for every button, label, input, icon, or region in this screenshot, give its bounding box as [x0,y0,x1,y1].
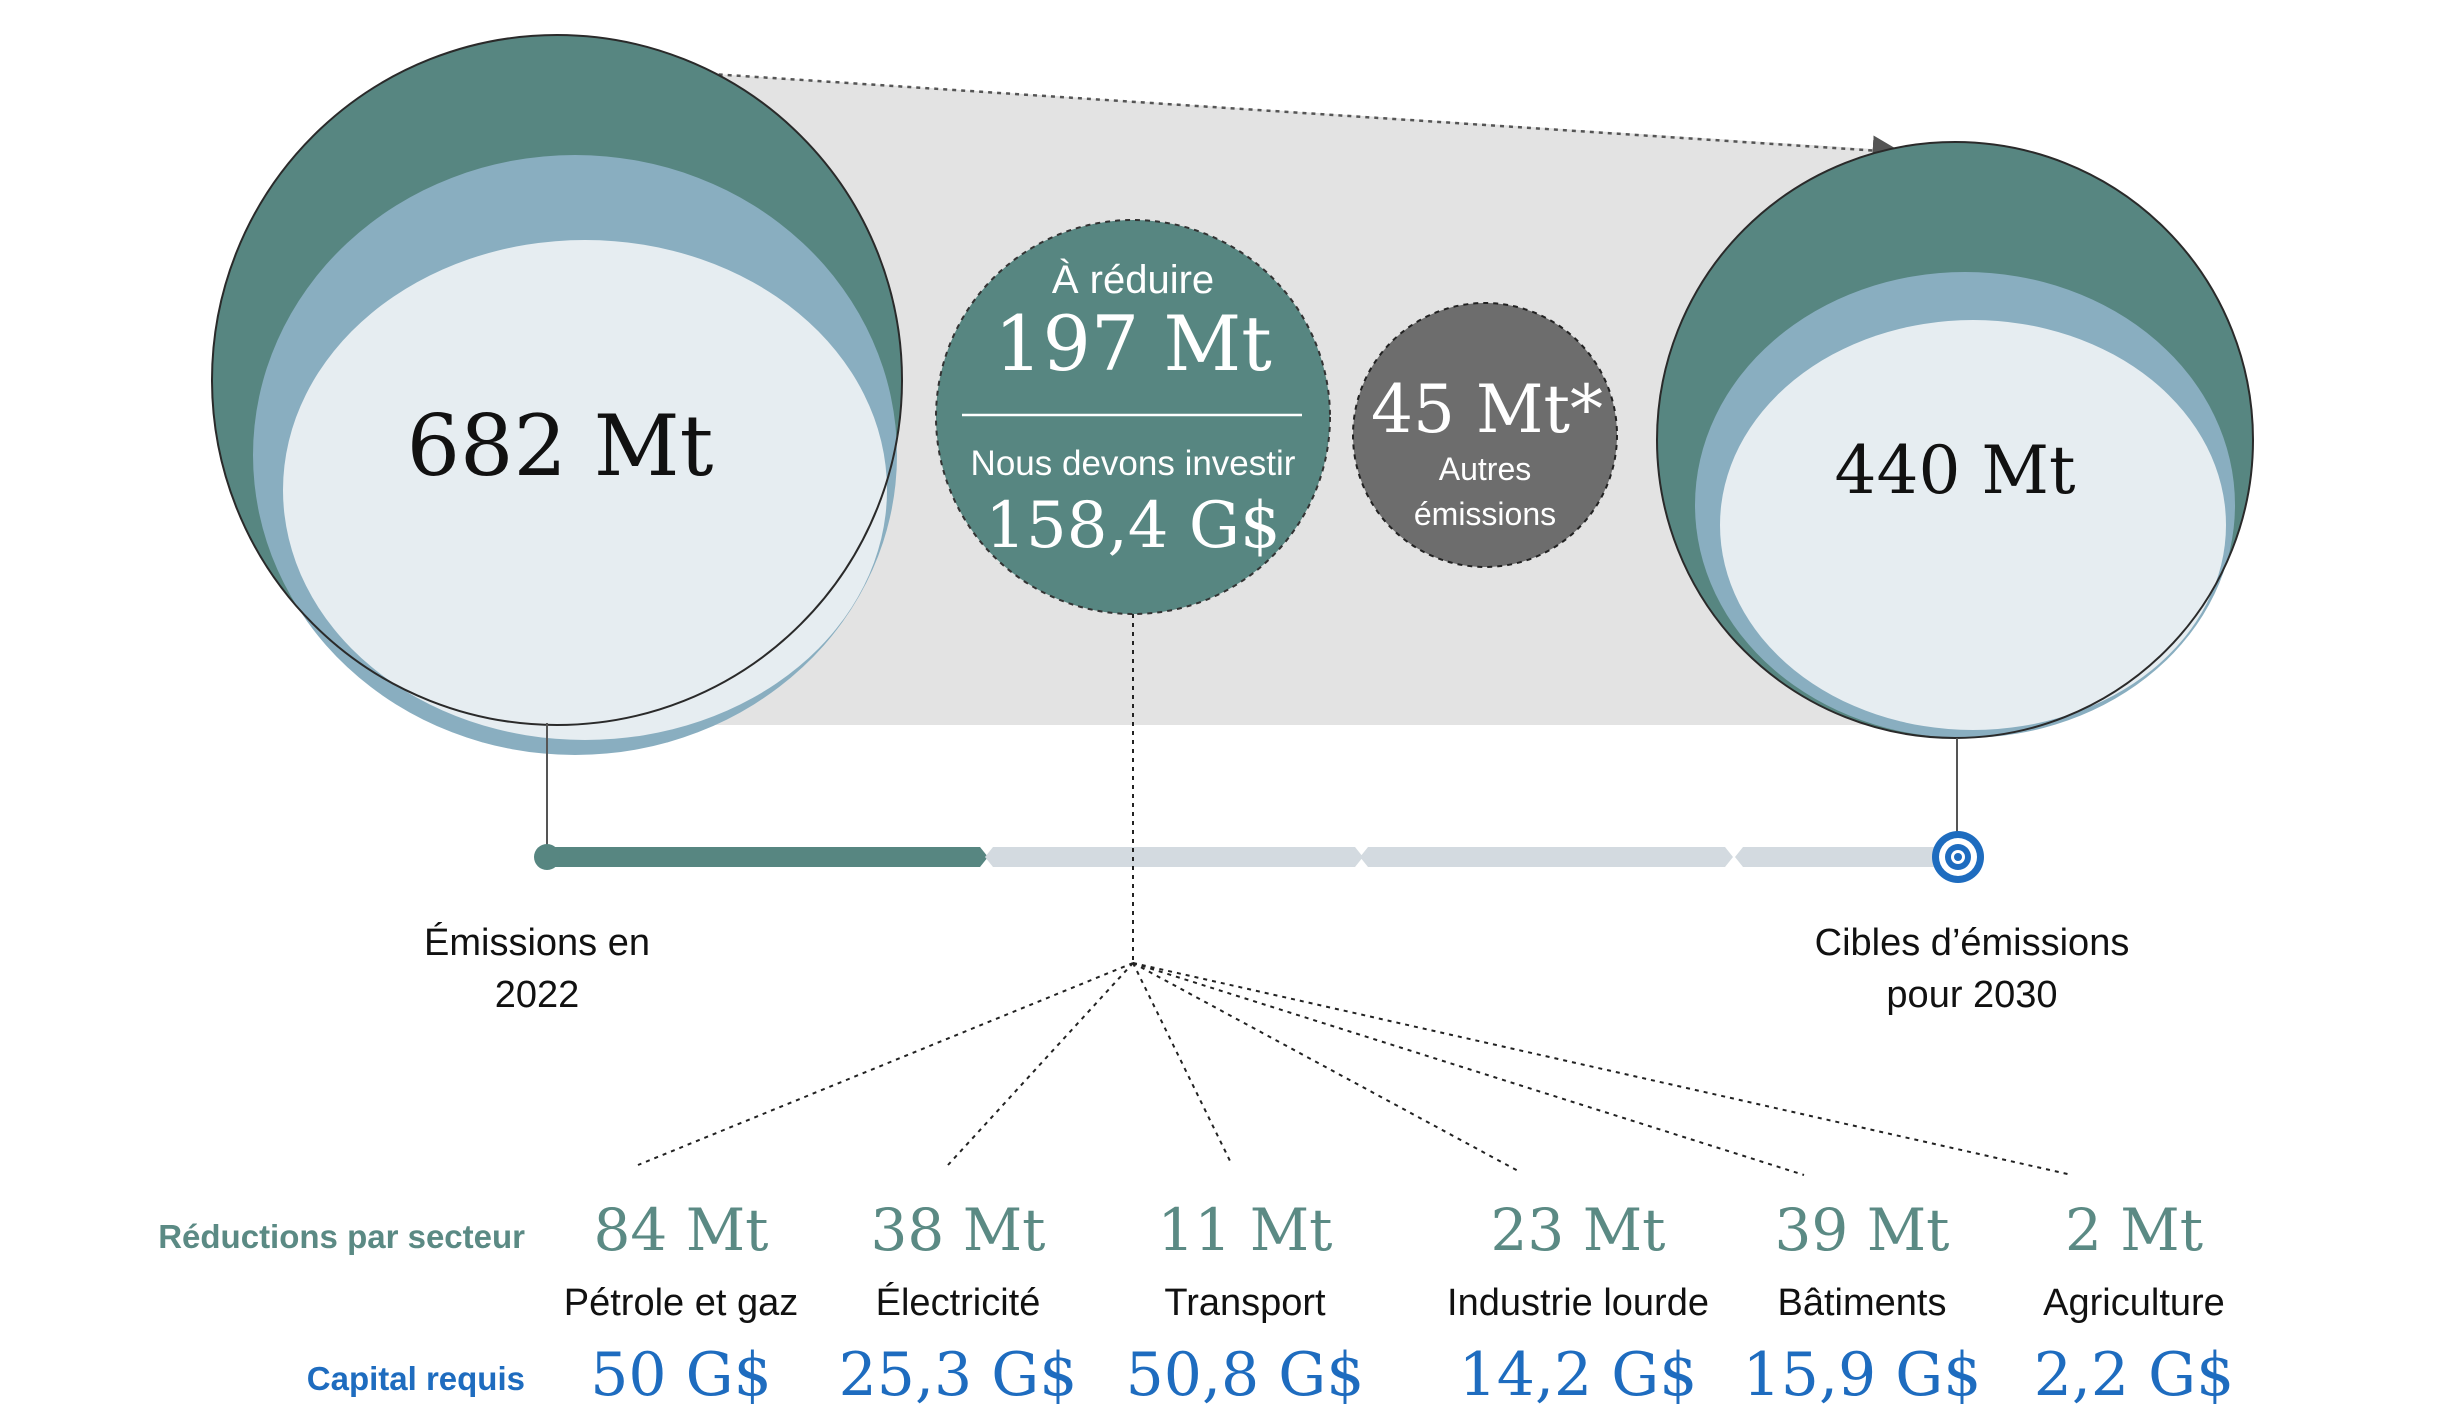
fan-line [1132,962,1233,1166]
sector-columns: 84 Mt Pétrole et gaz 50 G$ 38 Mt Électricité… [564,1196,2235,1410]
timeline-segment-4 [1735,847,1945,867]
other-emissions-value: 45 Mt* [1371,371,1603,448]
end-label-2: pour 2030 [1886,974,2057,1016]
invest-value: 158,4 G$ [985,489,1280,563]
other-emissions-label-2: émissions [1414,496,1556,532]
sector-column: 23 Mt Industrie lourde 14,2 G$ [1447,1196,1709,1410]
sector-capital: 14,2 G$ [1459,1340,1698,1410]
timeline-segment-3 [1360,847,1733,867]
emissions-2030-value: 440 Mt [1834,432,2075,509]
fan-line [1132,962,1521,1173]
other-emissions-label-1: Autres [1439,451,1531,487]
timeline [534,831,1984,883]
fan-line [947,962,1134,1166]
sector-column: 38 Mt Électricité 25,3 G$ [839,1196,1078,1410]
sector-name: Industrie lourde [1447,1282,1709,1324]
sector-reduction: 38 Mt [871,1196,1046,1264]
start-label-2: 2022 [495,974,580,1016]
sector-reduction: 11 Mt [1158,1196,1333,1264]
start-label-1: Émissions en [424,921,650,964]
reduction-value: 197 Mt [994,299,1272,388]
sector-fan-lines [637,962,2073,1176]
emissions-2022-value: 682 Mt [407,397,714,495]
sector-capital: 50 G$ [590,1340,772,1410]
end-label-1: Cibles d’émissions [1815,922,2130,964]
capital-row-label: Capital requis [307,1360,525,1397]
invest-label: Nous devons investir [971,444,1296,483]
sector-capital: 25,3 G$ [839,1340,1078,1410]
sector-reduction: 23 Mt [1491,1196,1666,1264]
emissions-2030-circle: 440 Mt [1656,141,2254,739]
timeline-start-dot [534,844,560,870]
sector-name: Agriculture [2043,1282,2225,1324]
sector-capital: 50,8 G$ [1126,1340,1365,1410]
sector-name: Transport [1164,1282,1326,1324]
sector-name: Électricité [876,1281,1041,1324]
fan-line [637,962,1134,1166]
fan-line [1132,962,2073,1176]
sector-reduction: 2 Mt [2065,1196,2203,1264]
sector-column: 11 Mt Transport 50,8 G$ [1126,1196,1365,1410]
sector-reduction: 84 Mt [594,1196,769,1264]
sector-capital: 15,9 G$ [1743,1340,1982,1410]
other-emissions-circle: 45 Mt* Autres émissions [1352,302,1618,568]
target-icon [1932,831,1984,883]
sector-name: Bâtiments [1778,1282,1947,1324]
sector-name: Pétrole et gaz [564,1282,798,1324]
timeline-segment-2 [985,847,1363,867]
sector-reduction: 39 Mt [1775,1196,1950,1264]
sector-column: 2 Mt Agriculture 2,2 G$ [2034,1196,2235,1410]
timeline-segment-1 [555,847,988,867]
reduction-circle: À réduire 197 Mt Nous devons investir 15… [935,219,1331,615]
sector-capital: 2,2 G$ [2034,1340,2235,1410]
reductions-row-label: Réductions par secteur [158,1218,525,1255]
sector-column: 84 Mt Pétrole et gaz 50 G$ [564,1196,798,1410]
fan-line [1132,962,1805,1176]
sector-column: 39 Mt Bâtiments 15,9 G$ [1743,1196,1982,1410]
emissions-2022-circle: 682 Mt [211,34,903,755]
reduction-heading: À réduire [1052,257,1214,302]
